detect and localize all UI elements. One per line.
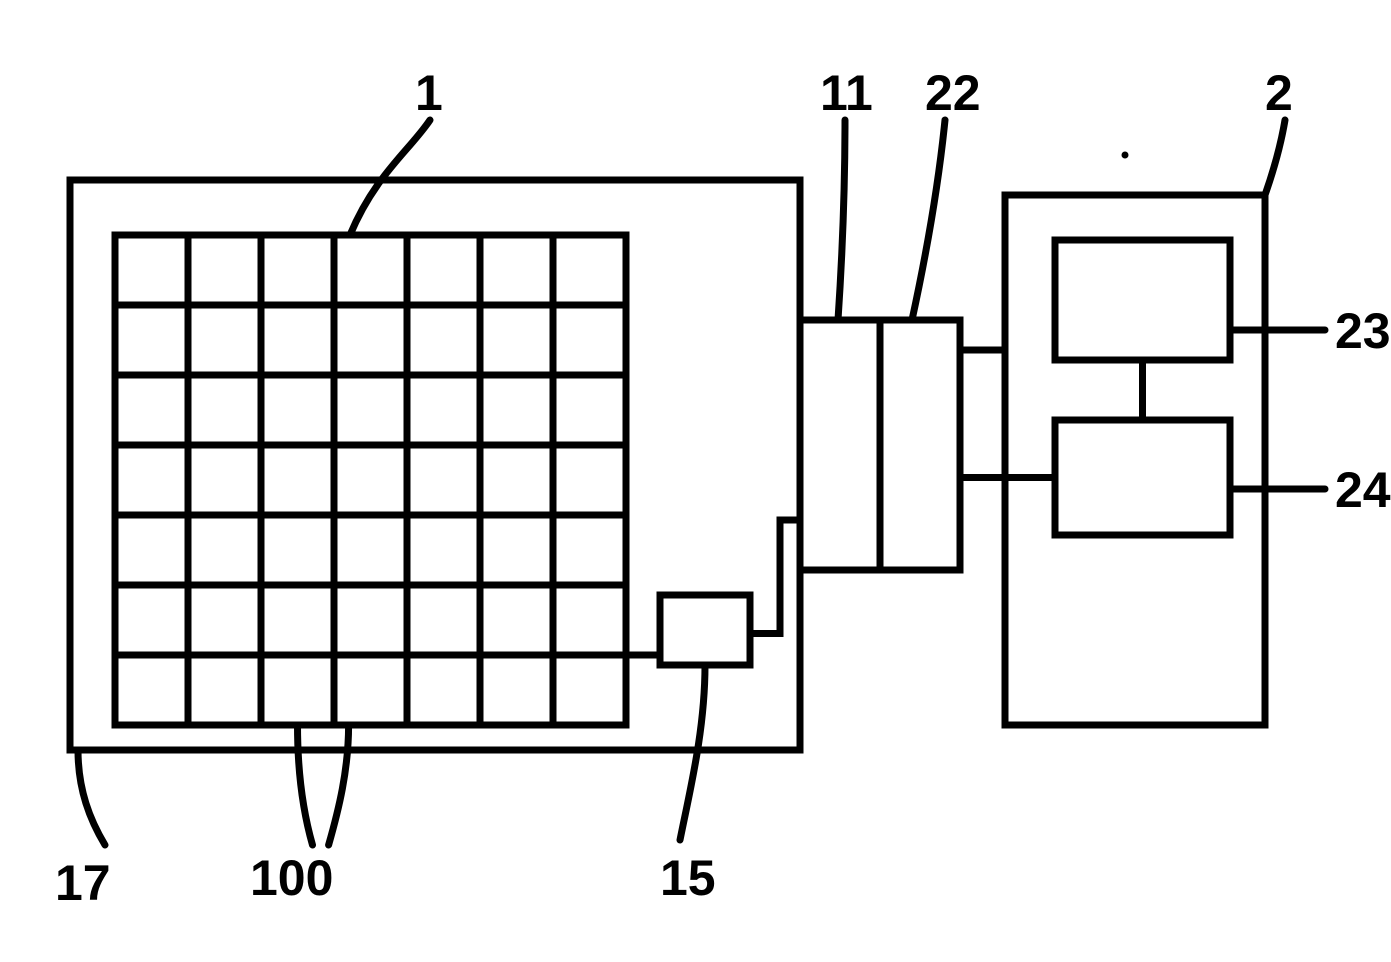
- right-inner-bottom-box: [1055, 420, 1230, 535]
- block-diagram: 11122223241510017: [0, 0, 1391, 962]
- right-inner-top-box: [1055, 240, 1230, 360]
- label-15: 15: [660, 850, 716, 906]
- leader-22: [912, 120, 945, 320]
- leader-2: [1265, 120, 1285, 195]
- leader-100-a: [298, 725, 313, 845]
- link-15-to-11: [750, 520, 800, 634]
- stray-dot: [1122, 152, 1129, 159]
- label-23: 23: [1335, 303, 1391, 359]
- right-container-box: [1005, 195, 1265, 725]
- small-box-15: [660, 595, 750, 665]
- block-22: [880, 320, 960, 570]
- label-24: 24: [1335, 462, 1391, 518]
- label-100: 100: [250, 850, 333, 906]
- block-11: [800, 320, 880, 570]
- label-11: 11: [820, 65, 873, 121]
- label-22: 22: [925, 65, 981, 121]
- leader-17: [78, 750, 105, 845]
- label-2: 2: [1265, 65, 1293, 121]
- label-17: 17: [55, 855, 111, 911]
- label-1: 1: [415, 65, 443, 121]
- leader-11: [838, 120, 845, 320]
- leader-100-b: [329, 725, 349, 845]
